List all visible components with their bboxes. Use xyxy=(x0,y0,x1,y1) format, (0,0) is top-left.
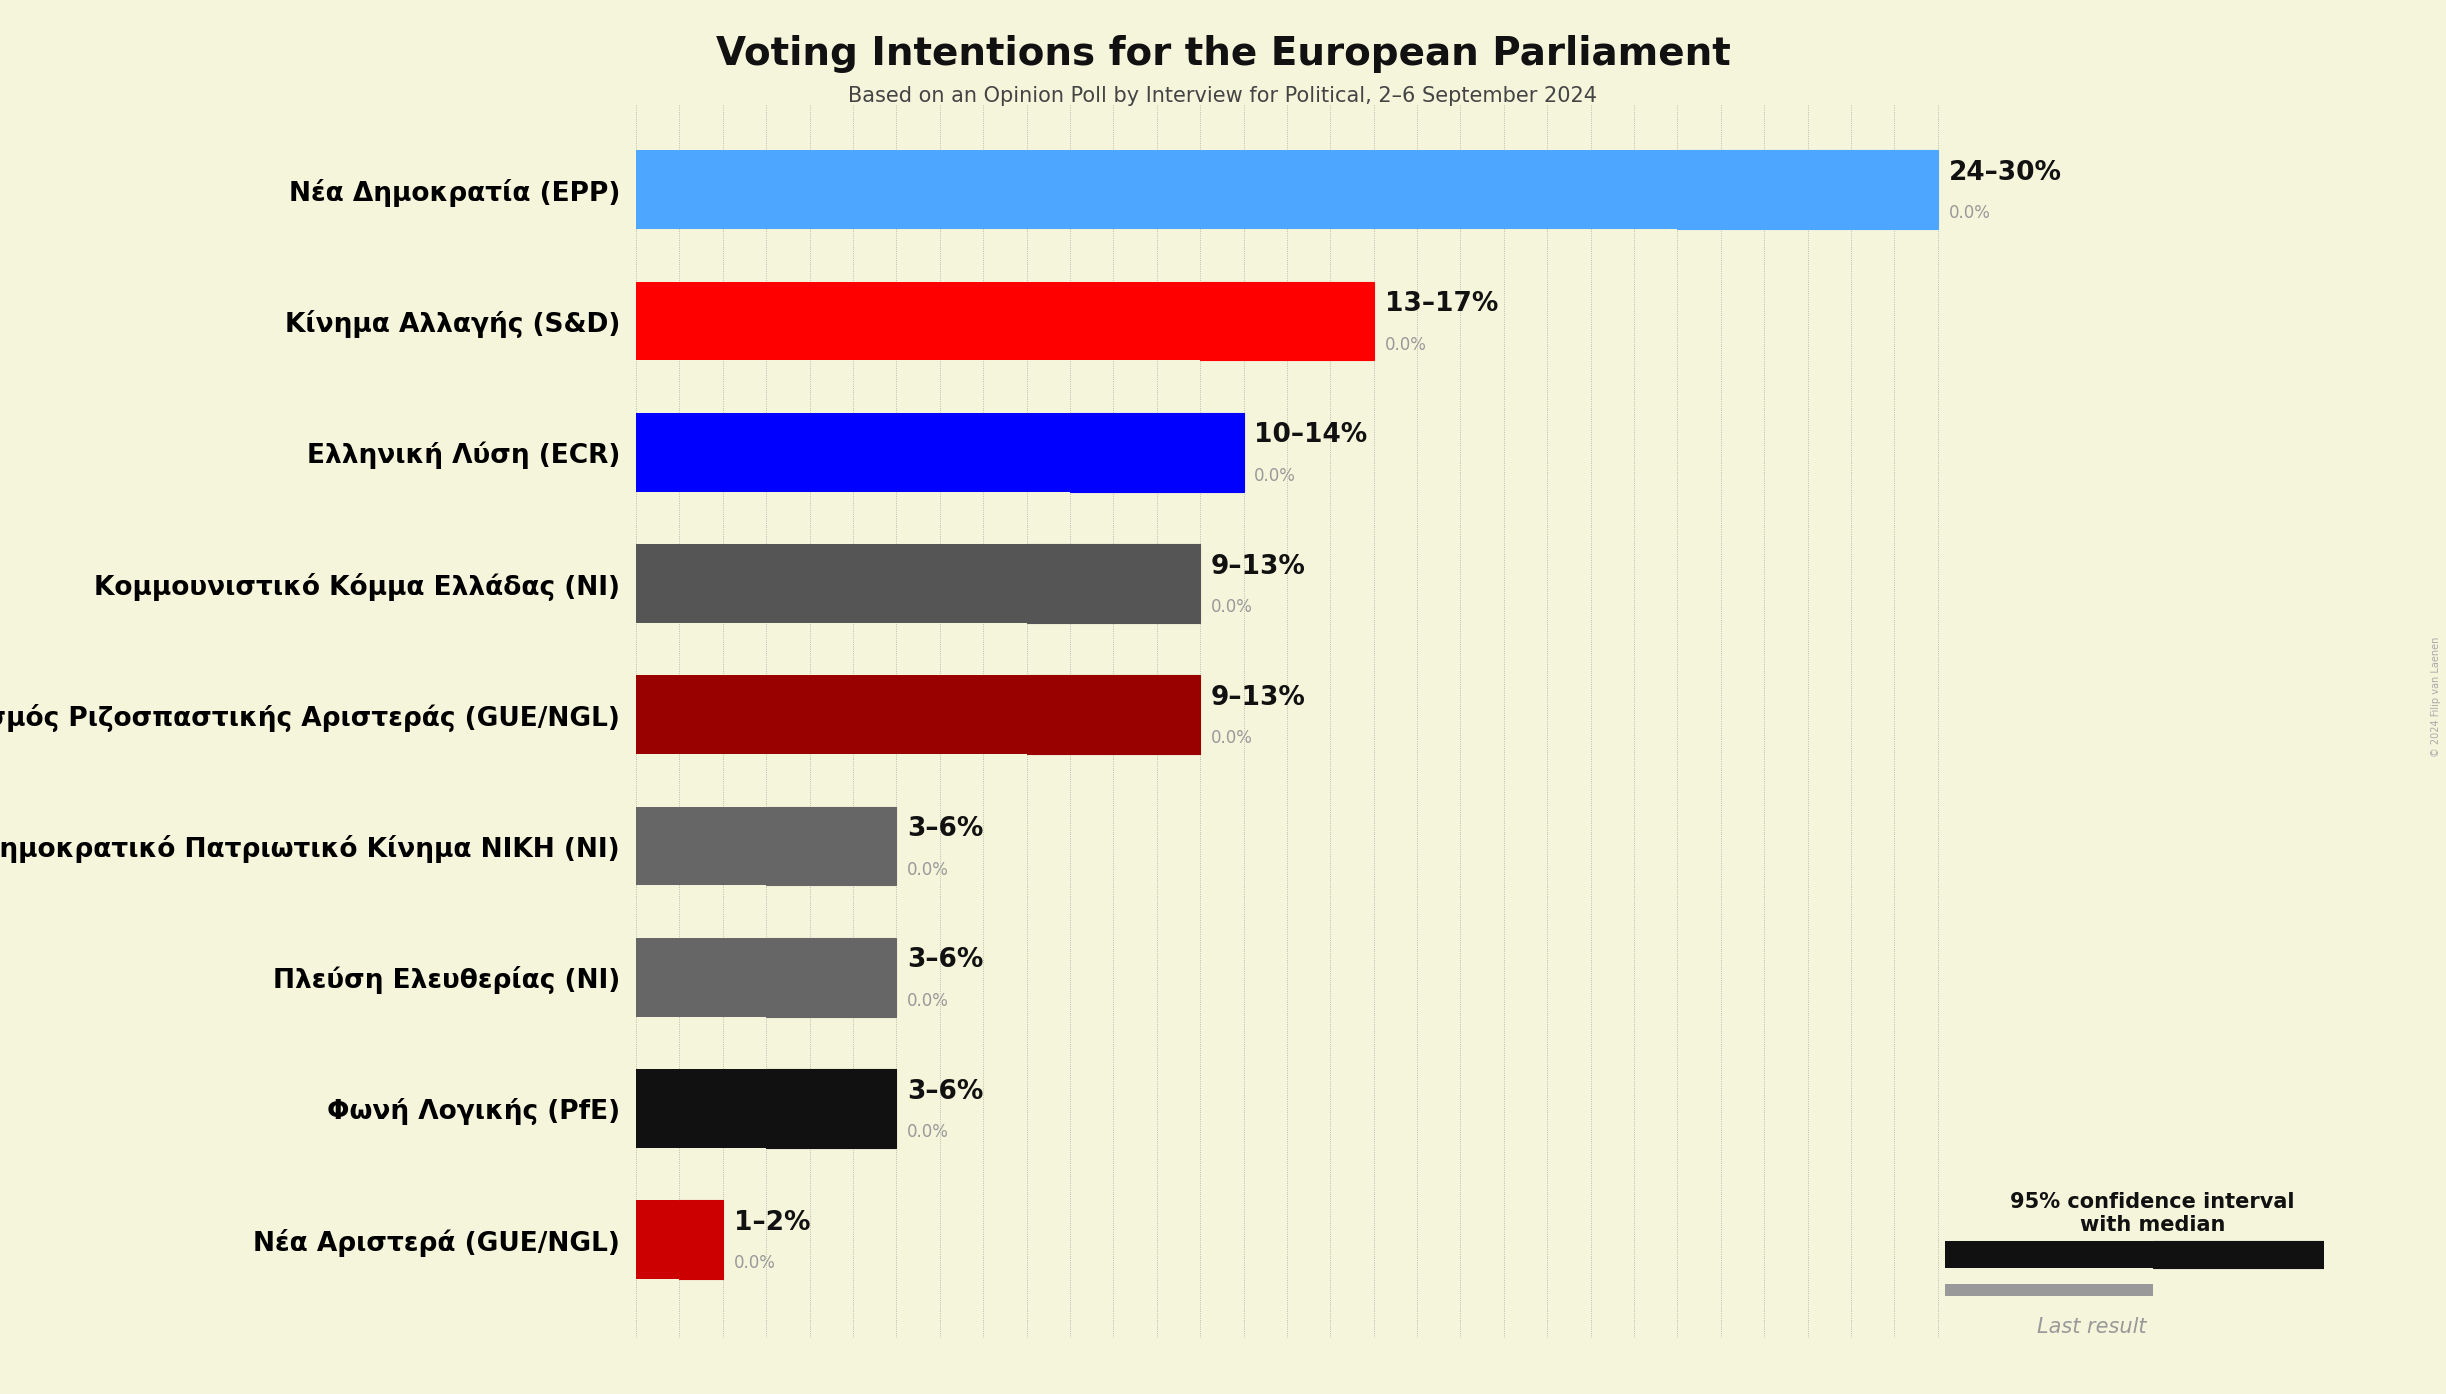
Bar xyxy=(766,807,895,885)
Text: 0.0%: 0.0% xyxy=(1384,336,1426,354)
Bar xyxy=(636,1200,680,1280)
Bar xyxy=(1945,1241,2152,1269)
Bar xyxy=(766,1069,895,1147)
Bar xyxy=(636,413,1069,492)
Text: Last result: Last result xyxy=(2038,1317,2145,1337)
Text: 3–6%: 3–6% xyxy=(907,948,983,973)
Text: 3–6%: 3–6% xyxy=(907,815,983,842)
Bar xyxy=(636,544,1027,623)
Bar xyxy=(1945,1284,2152,1296)
Bar xyxy=(1069,413,1243,492)
Bar xyxy=(2152,1241,2324,1269)
Bar xyxy=(766,938,895,1016)
Text: Voting Intentions for the European Parliament: Voting Intentions for the European Parli… xyxy=(717,35,1729,72)
Text: 0.0%: 0.0% xyxy=(907,993,949,1009)
Bar xyxy=(636,807,766,885)
Bar xyxy=(1027,544,1201,623)
Text: 0.0%: 0.0% xyxy=(734,1255,775,1273)
Bar xyxy=(636,938,766,1016)
Text: 9–13%: 9–13% xyxy=(1211,553,1306,580)
Bar xyxy=(636,151,1678,229)
Text: Based on an Opinion Poll by Interview for Political, 2–6 September 2024: Based on an Opinion Poll by Interview fo… xyxy=(849,86,1597,106)
Text: 95% confidence interval
with median: 95% confidence interval with median xyxy=(2011,1192,2294,1235)
Text: 0.0%: 0.0% xyxy=(1211,598,1252,616)
Text: 13–17%: 13–17% xyxy=(1384,291,1497,316)
Text: 0.0%: 0.0% xyxy=(1255,467,1296,485)
Text: 1–2%: 1–2% xyxy=(734,1210,810,1235)
Text: © 2024 Filip van Laenen: © 2024 Filip van Laenen xyxy=(2431,637,2441,757)
Bar xyxy=(636,1069,766,1147)
Bar xyxy=(1027,676,1201,754)
Bar xyxy=(636,676,1027,754)
Bar xyxy=(680,1200,722,1280)
Bar xyxy=(1678,151,1937,229)
Text: 24–30%: 24–30% xyxy=(1949,160,2062,185)
Text: 0.0%: 0.0% xyxy=(1211,729,1252,747)
Text: 3–6%: 3–6% xyxy=(907,1079,983,1104)
Text: 0.0%: 0.0% xyxy=(907,860,949,878)
Text: 0.0%: 0.0% xyxy=(1949,205,1991,223)
Text: 0.0%: 0.0% xyxy=(907,1124,949,1142)
Bar xyxy=(636,282,1201,361)
Text: 10–14%: 10–14% xyxy=(1255,422,1367,449)
Text: 9–13%: 9–13% xyxy=(1211,684,1306,711)
Bar xyxy=(1201,282,1375,361)
